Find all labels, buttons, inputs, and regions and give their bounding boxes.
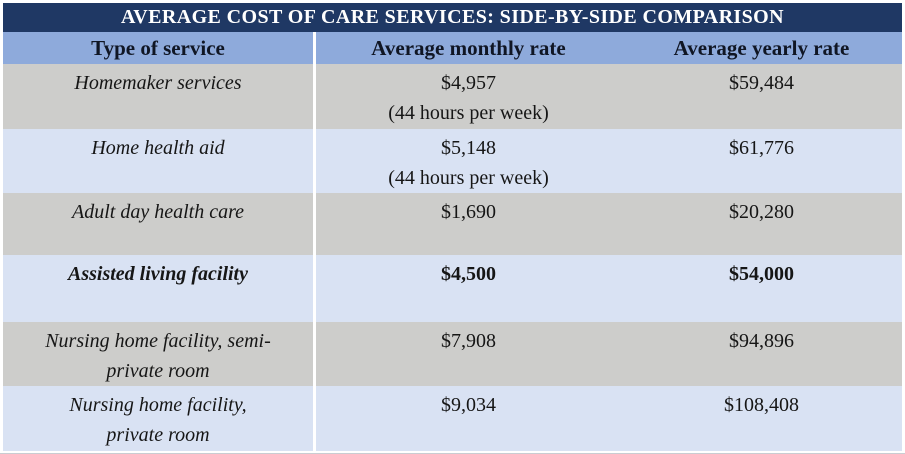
cell-type-of-service: Assisted living facility	[3, 255, 316, 322]
column-header-average-yearly-rate: Average yearly rate	[673, 35, 850, 60]
table-row: Home health aid $5,148 (44 hours per week)…	[3, 129, 902, 193]
table-body: Homemaker services $4,957 (44 hours per we…	[3, 64, 902, 451]
table-row: Homemaker services $4,957 (44 hours per we…	[3, 64, 902, 129]
cell-average-yearly-rate: $54,000	[729, 263, 794, 285]
table-row: Adult day health care $1,690 $20,280	[3, 193, 902, 255]
column-header-average-monthly-rate: Average monthly rate	[371, 35, 566, 60]
cell-type-of-service: Home health aid	[3, 129, 316, 193]
cell-average-yearly-rate: $61,776	[729, 137, 794, 159]
cell-average-monthly-rate: $7,908	[441, 330, 496, 352]
cell-average-monthly-rate: $5,148 (44 hours per week)	[388, 137, 549, 189]
cell-average-monthly-rate: $1,690	[441, 201, 496, 223]
table-row: Assisted living facility $4,500 $54,000	[3, 255, 902, 322]
cell-average-monthly-rate: $4,957 (44 hours per week)	[388, 72, 549, 124]
cell-average-yearly-rate: $20,280	[729, 201, 794, 223]
table-row: Nursing home facility, semi-private room…	[3, 322, 902, 386]
column-header-type-of-service: Type of service	[3, 32, 316, 64]
table-title: AVERAGE COST OF CARE SERVICES: SIDE-BY-S…	[3, 3, 902, 32]
cell-average-monthly-rate: $4,500	[441, 263, 496, 285]
cell-average-yearly-rate: $108,408	[724, 394, 799, 416]
cell-type-of-service: Nursing home facility, semi-private room	[3, 322, 316, 386]
cell-type-of-service: Nursing home facility, private room	[3, 386, 316, 451]
table-row: Nursing home facility, private room $9,034…	[3, 386, 902, 451]
table-header-row: Type of service Average monthly rate Ave…	[3, 32, 902, 64]
cell-type-of-service: Adult day health care	[3, 193, 316, 255]
cost-comparison-table: AVERAGE COST OF CARE SERVICES: SIDE-BY-S…	[3, 3, 902, 451]
cell-average-yearly-rate: $59,484	[729, 72, 794, 94]
cell-average-monthly-rate: $9,034	[441, 394, 496, 416]
cell-average-yearly-rate: $94,896	[729, 330, 794, 352]
cell-type-of-service: Homemaker services	[3, 64, 316, 129]
